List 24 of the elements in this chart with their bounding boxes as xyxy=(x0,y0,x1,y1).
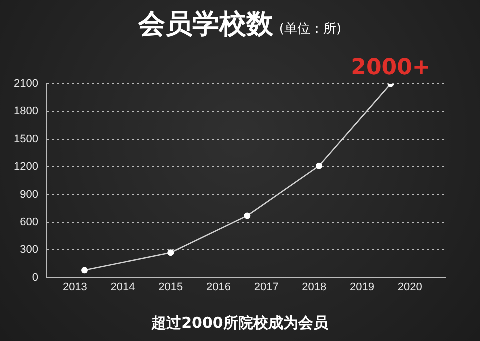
chart-title: 会员学校数 xyxy=(138,9,274,40)
y-tick-label: 1800 xyxy=(14,106,38,118)
point xyxy=(316,162,322,170)
x-tick-label: 2020 xyxy=(398,281,422,294)
x-tick-label: 2018 xyxy=(302,281,327,294)
point xyxy=(82,267,88,274)
text: 超过2000所院校成为会员 xyxy=(150,314,330,333)
x-tick-label: 2015 xyxy=(158,281,184,294)
y-tick-label: 1200 xyxy=(14,161,38,174)
x-tick-label: 2013 xyxy=(62,281,88,294)
x-tick-label: 2017 xyxy=(254,281,279,294)
y-tick-label: 900 xyxy=(20,188,38,201)
x-tick-label: 2014 xyxy=(110,281,136,294)
y-tick-label: 300 xyxy=(20,244,38,256)
y-tick-label: 1500 xyxy=(14,133,38,146)
point xyxy=(244,212,251,220)
x-tick-label: 2019 xyxy=(350,281,375,294)
y-tick-label: 2100 xyxy=(14,78,38,90)
chart-subtitle: (单位：所) xyxy=(279,22,342,37)
annotation: 2000+ xyxy=(351,56,431,81)
point xyxy=(168,250,174,256)
y-tick-label: 600 xyxy=(20,216,38,228)
x-tick-label: 2016 xyxy=(206,281,231,294)
y-tick-label: 0 xyxy=(32,272,38,284)
